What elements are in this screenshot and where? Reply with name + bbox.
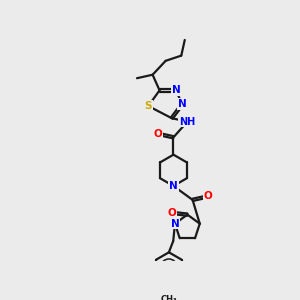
Text: S: S bbox=[145, 101, 152, 111]
Text: O: O bbox=[153, 129, 162, 139]
Text: N: N bbox=[169, 181, 178, 191]
Text: N: N bbox=[178, 99, 187, 109]
Text: NH: NH bbox=[179, 117, 196, 127]
Text: O: O bbox=[167, 208, 176, 218]
Text: N: N bbox=[172, 85, 180, 95]
Text: O: O bbox=[204, 191, 213, 201]
Text: CH₃: CH₃ bbox=[160, 295, 177, 300]
Text: N: N bbox=[171, 219, 179, 229]
